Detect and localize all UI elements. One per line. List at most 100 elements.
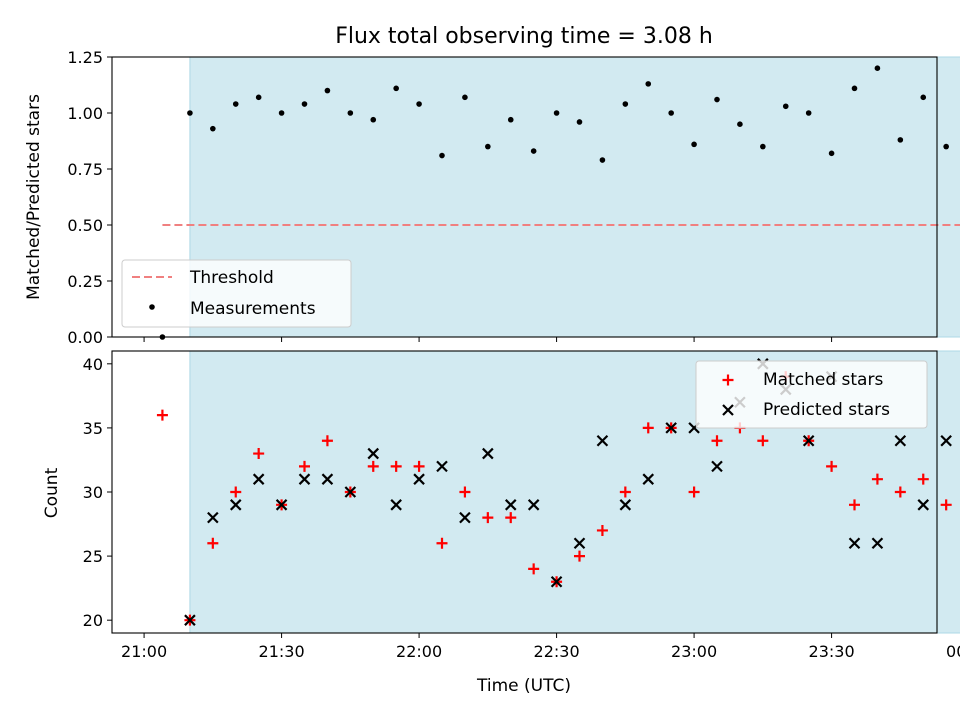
top-ylabel: Matched/Predicted stars bbox=[24, 94, 44, 300]
measurement-point bbox=[210, 125, 216, 132]
measurement-point bbox=[507, 116, 514, 123]
legend-matched-swatch bbox=[722, 374, 734, 386]
matched-star-marker bbox=[528, 563, 540, 575]
top-ytick-label: 0.00 bbox=[67, 328, 103, 347]
predicted-star-marker bbox=[848, 537, 861, 550]
measurement-point bbox=[278, 110, 285, 116]
predicted-star-marker bbox=[436, 460, 448, 473]
measurement-point bbox=[255, 94, 262, 101]
measurement-point bbox=[714, 96, 720, 103]
matched-star-marker bbox=[688, 486, 700, 498]
x-axis-label: Time (UTC) bbox=[476, 676, 571, 696]
measurement-point bbox=[301, 101, 308, 107]
predicted-star-marker bbox=[390, 499, 402, 511]
measurement-point bbox=[874, 65, 881, 71]
top-panel: 0.00 0.25 0.50 0.75 1.00 1.25 Threshold Measure… bbox=[67, 48, 960, 347]
bottom-legend bbox=[695, 360, 928, 429]
measurement-point bbox=[187, 110, 193, 116]
measurement-point bbox=[622, 101, 629, 107]
bottom-axes-frame bbox=[111, 350, 938, 634]
measurement-point bbox=[530, 148, 537, 154]
xtick-label: 21:30 bbox=[259, 642, 305, 661]
measurement-point bbox=[645, 81, 652, 87]
measurement-point bbox=[920, 94, 927, 101]
matched-star-marker bbox=[413, 460, 425, 472]
predicted-star-marker bbox=[940, 434, 952, 447]
measurement-point bbox=[851, 85, 858, 92]
predicted-star-marker bbox=[894, 434, 907, 447]
matched-star-marker bbox=[894, 486, 906, 498]
matched-star-marker bbox=[849, 499, 860, 511]
matched-star-marker bbox=[917, 473, 929, 485]
matched-star-marker bbox=[367, 460, 379, 472]
matched-star-marker bbox=[619, 486, 631, 498]
predicted-star-marker bbox=[619, 499, 632, 511]
top-ytick-label: 1.25 bbox=[67, 48, 103, 67]
matched-star-marker bbox=[156, 409, 168, 421]
measurement-point bbox=[691, 141, 697, 148]
measurement-point bbox=[897, 137, 904, 143]
measurement-point bbox=[782, 103, 789, 110]
xtick-label: 00:00 bbox=[946, 642, 960, 661]
predicted-star-marker bbox=[802, 434, 815, 447]
predicted-star-marker bbox=[642, 473, 655, 485]
legend-measurement-label: Measurements bbox=[190, 299, 316, 319]
predicted-star-marker bbox=[871, 537, 884, 550]
measurement-point bbox=[760, 143, 766, 150]
predicted-star-marker bbox=[665, 422, 677, 434]
predicted-star-marker bbox=[550, 575, 563, 588]
matched-star-marker bbox=[299, 460, 310, 472]
measurement-point bbox=[828, 150, 835, 157]
top-ytick-label: 0.25 bbox=[67, 272, 103, 291]
matched-star-marker bbox=[321, 435, 333, 447]
bottom-ytick-label: 40 bbox=[83, 355, 103, 374]
predicted-star-marker bbox=[275, 499, 288, 511]
matched-star-marker bbox=[505, 512, 517, 524]
matched-star-marker bbox=[390, 460, 402, 472]
predicted-star-marker bbox=[482, 447, 494, 460]
xtick-label: 21:00 bbox=[121, 642, 167, 661]
legend-threshold-label: Threshold bbox=[189, 268, 274, 288]
measurement-point bbox=[599, 157, 606, 163]
measurement-point bbox=[943, 143, 949, 150]
measurement-point bbox=[462, 94, 468, 101]
predicted-star-marker bbox=[321, 473, 334, 485]
legend-predicted-label: Predicted stars bbox=[763, 400, 890, 420]
top-ytick-label: 0.75 bbox=[67, 160, 103, 179]
bottom-panel: 20 25 30 35 40 21:00 21:30 22:00 22:30 23:00 23:30… bbox=[83, 350, 960, 661]
xtick-label: 23:00 bbox=[671, 642, 717, 661]
predicted-star-marker bbox=[459, 511, 471, 524]
top-ytick-label: 1.00 bbox=[67, 104, 103, 123]
measurement-point bbox=[347, 110, 354, 116]
matched-star-marker bbox=[482, 512, 494, 524]
predicted-star-marker bbox=[573, 537, 586, 550]
legend-measurement-swatch bbox=[149, 304, 155, 310]
chart-title: Flux total observing time = 3.08 h bbox=[335, 24, 713, 49]
predicted-star-marker bbox=[207, 511, 219, 524]
matched-star-marker bbox=[207, 537, 219, 549]
bottom-ytick-label: 35 bbox=[83, 419, 103, 438]
matched-star-marker bbox=[436, 537, 448, 549]
xtick-label: 23:30 bbox=[809, 642, 855, 661]
measurement-point bbox=[232, 101, 239, 107]
measurement-point bbox=[668, 110, 674, 116]
xtick-label: 22:30 bbox=[534, 642, 580, 661]
top-legend bbox=[121, 259, 352, 328]
matched-star-marker bbox=[757, 435, 769, 447]
matched-star-marker bbox=[574, 550, 585, 562]
legend-matched-label: Matched stars bbox=[763, 370, 883, 390]
xtick-label: 22:00 bbox=[396, 642, 442, 661]
predicted-star-marker bbox=[184, 614, 196, 626]
matched-star-marker bbox=[596, 524, 608, 536]
measurement-point bbox=[324, 87, 331, 94]
measurement-point bbox=[737, 121, 743, 127]
measurement-point bbox=[485, 143, 491, 150]
top-ytick-label: 0.50 bbox=[67, 216, 103, 235]
measurement-point bbox=[393, 85, 399, 92]
measurement-point bbox=[439, 152, 445, 159]
predicted-star-marker bbox=[917, 499, 930, 511]
predicted-star-marker bbox=[596, 434, 609, 447]
top-axes-frame bbox=[111, 56, 938, 338]
matched-star-marker bbox=[940, 499, 952, 511]
